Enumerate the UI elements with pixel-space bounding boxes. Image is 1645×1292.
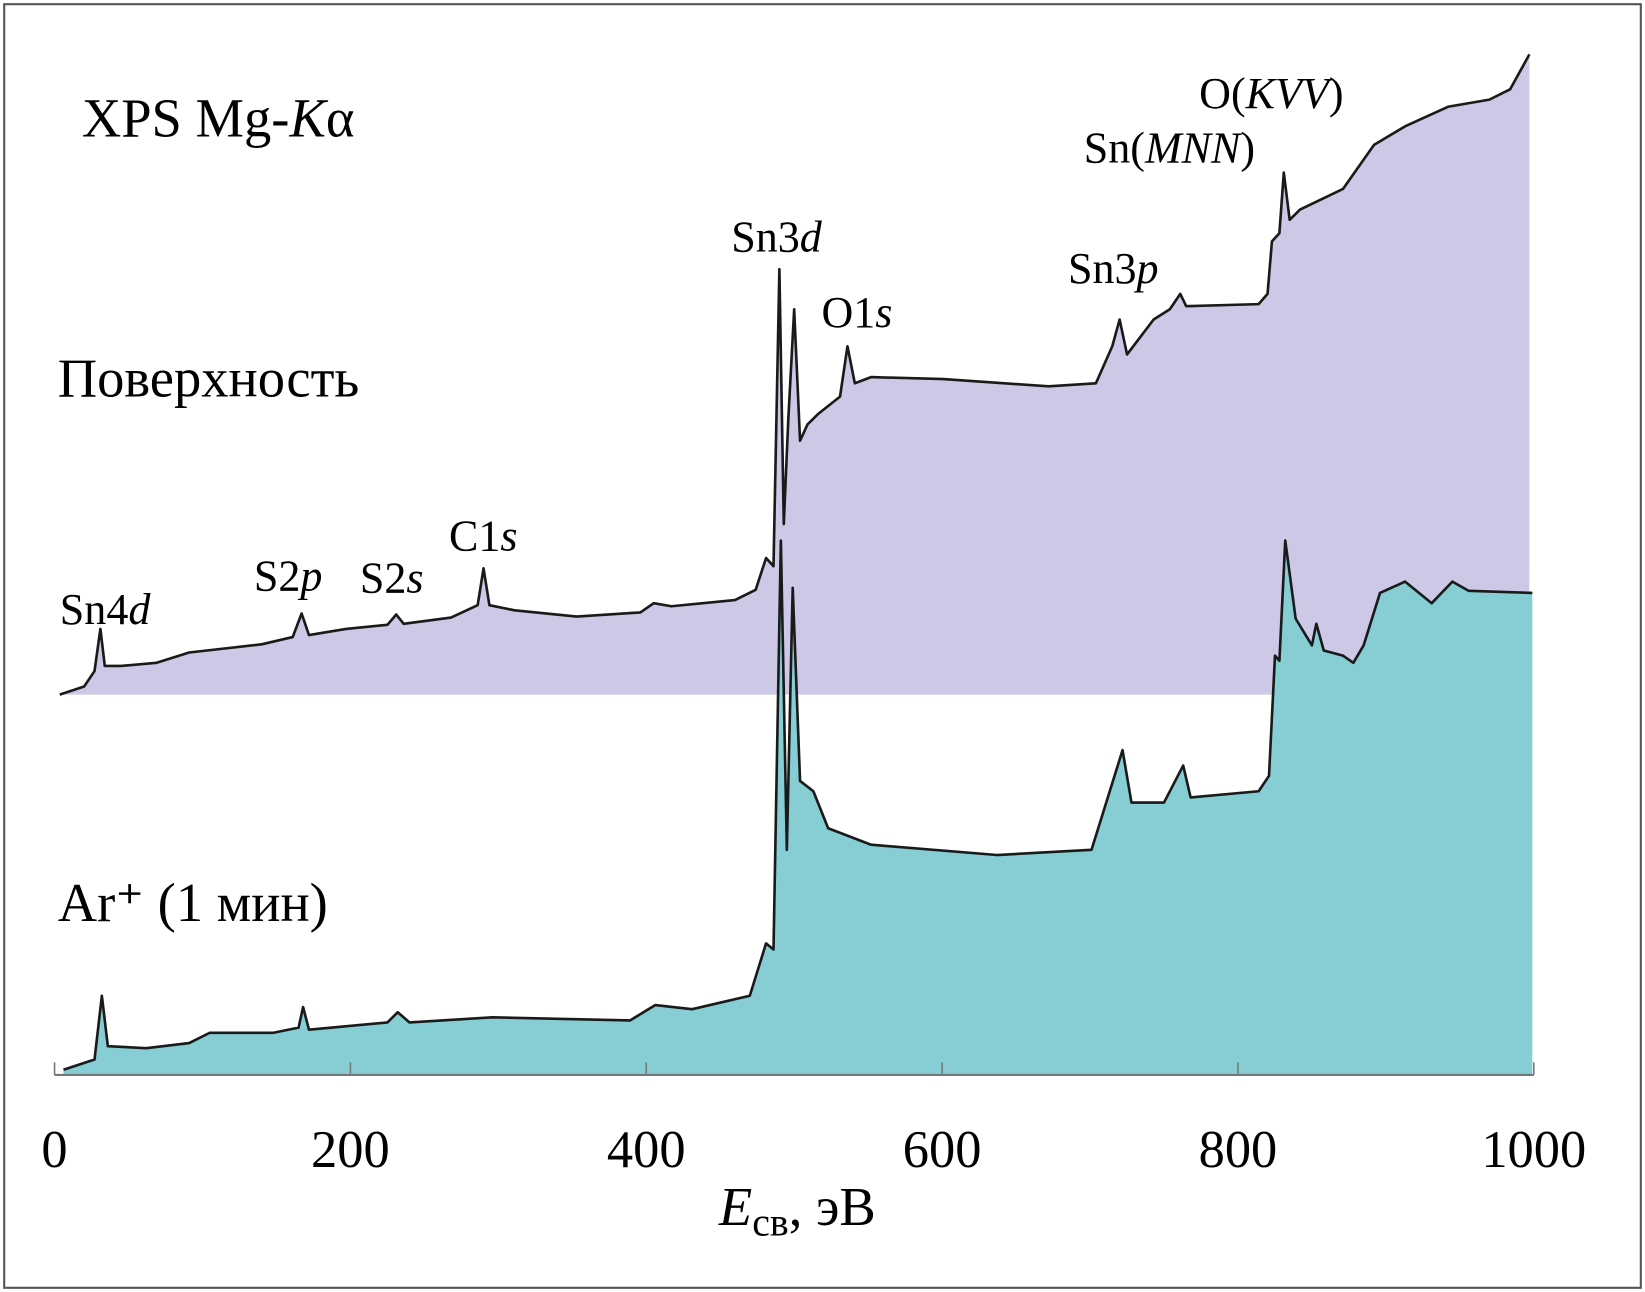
peak-label-part: Sn3	[1068, 244, 1137, 293]
peak-label-part: S2	[360, 554, 407, 603]
peak-label-part: p	[297, 551, 322, 600]
peak-label-part: d	[800, 213, 823, 262]
series-label: Поверхность	[58, 347, 360, 408]
x-tick-label: 200	[311, 1121, 390, 1179]
peak-label: S2s	[360, 554, 424, 603]
peak-label-part: C1	[449, 512, 500, 561]
peak-label: S2p	[254, 551, 323, 600]
x-axis-label-part: , эВ	[789, 1176, 876, 1237]
peak-label-part: S2	[254, 551, 301, 600]
x-tick-label: 800	[1199, 1121, 1278, 1179]
peak-label-part: Sn(	[1084, 124, 1145, 173]
chart-title: XPS Mg-Kα	[82, 87, 355, 148]
peak-label: C1s	[449, 512, 518, 561]
x-tick-label: 0	[41, 1121, 67, 1179]
series-label: Ar⁺ (1 мин)	[58, 872, 328, 933]
peak-label-part: )	[1240, 124, 1255, 173]
chart-title-part: α	[326, 87, 355, 148]
peak-label: Sn(MNN)	[1084, 124, 1255, 173]
peak-label: Sn4d	[60, 585, 152, 634]
peak-label-part: O1	[821, 288, 875, 337]
peak-label-part: p	[1134, 244, 1159, 293]
spectrum-line	[59, 53, 1531, 696]
peak-label-part: )	[1329, 69, 1344, 118]
peak-label: Sn3d	[731, 213, 823, 262]
x-axis-label-part: св	[752, 1199, 789, 1244]
peak-label-part: s	[875, 288, 892, 337]
x-axis-label-part: E	[718, 1176, 752, 1237]
peak-label-part: O(	[1199, 69, 1245, 118]
x-axis-label: Eсв, эВ	[718, 1176, 876, 1244]
peak-label-part: s	[500, 512, 517, 561]
frame	[3, 3, 1642, 1289]
x-tick-label: 600	[903, 1121, 982, 1179]
area-fill	[63, 540, 1533, 1075]
chart-title-part: K	[288, 87, 328, 148]
spectrum-line	[63, 539, 1533, 1072]
peak-label: O1s	[821, 288, 892, 337]
plot: 0 200 400 600 800 1000 XPS Mg-Kα Eсв, эВ Поверхн…	[3, 3, 1642, 1289]
x-tick-label: 1000	[1481, 1121, 1586, 1179]
peak-label-part: MNN	[1144, 124, 1243, 173]
peak-label-part: Sn3	[731, 213, 800, 262]
peak-label-part: Sn4	[60, 585, 129, 634]
peak-label-part: s	[406, 554, 423, 603]
area-fill	[59, 54, 1530, 695]
peak-label-part: KVV	[1245, 69, 1334, 118]
x-tick-label: 400	[607, 1121, 686, 1179]
peak-label: O(KVV)	[1199, 69, 1343, 118]
chart-title-part: XPS Mg-	[82, 87, 290, 148]
peak-label-part: d	[128, 585, 151, 634]
peak-label: Sn3p	[1068, 244, 1159, 293]
